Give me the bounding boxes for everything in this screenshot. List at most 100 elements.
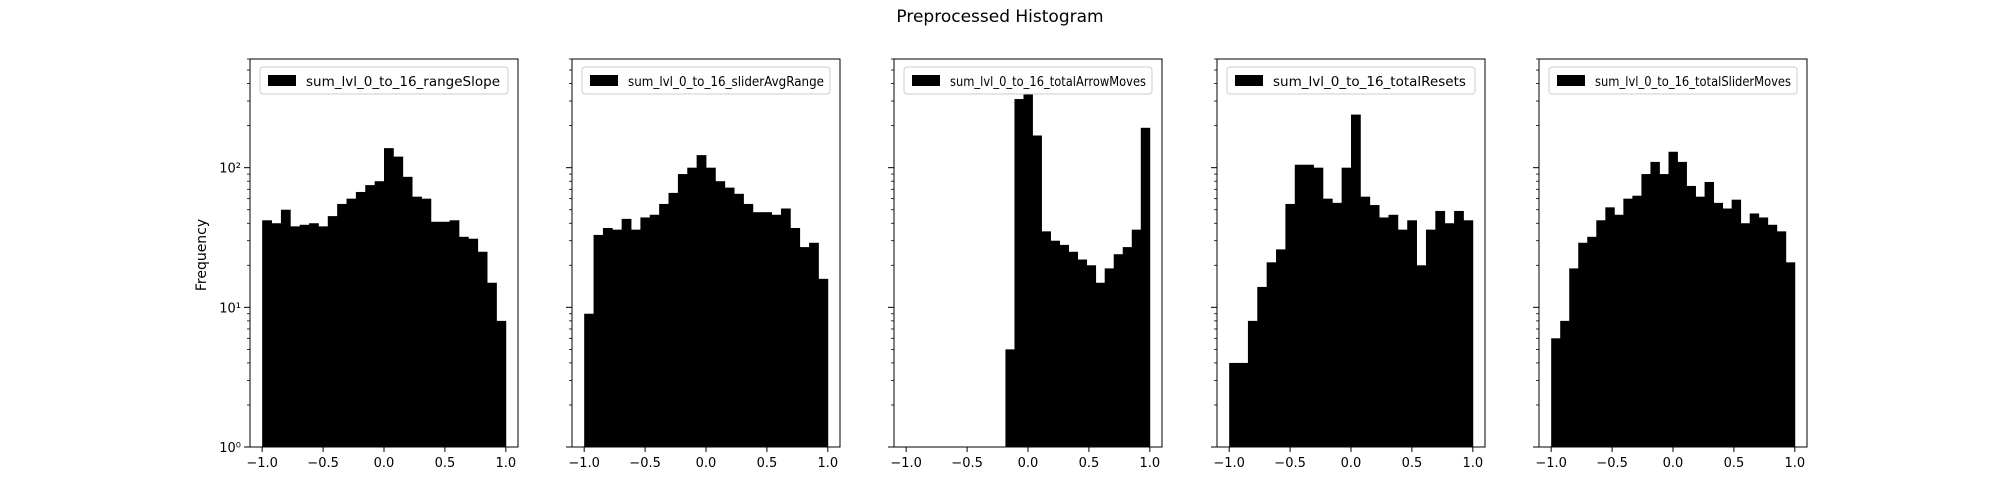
histogram-bar: [602, 227, 613, 447]
histogram-bar: [762, 212, 772, 447]
y-tick-label: 10²: [219, 162, 241, 177]
legend-box: [259, 66, 509, 95]
legend-swatch: [590, 75, 618, 86]
histogram-bar: [421, 198, 432, 447]
histogram-panel: −1.0 −0.5 0.0 0.5 1.0 10⁰ 10¹ 10² sum_lvl_0_to_1…: [219, 58, 519, 471]
histogram-bar: [262, 220, 272, 447]
histogram-bar: [1050, 240, 1060, 447]
histogram-bar: [631, 229, 641, 447]
histogram-bar: [809, 242, 819, 447]
histogram-bar: [430, 221, 441, 447]
histogram-bar: [1641, 174, 1651, 447]
histogram-bar: [780, 208, 791, 447]
histogram-panel: −1.0 −0.5 0.0 0.5 1.0 sum_lvl_0_to_16_totalSl…: [1533, 58, 1808, 471]
histogram-bar: [449, 220, 460, 447]
histogram-bar: [1722, 208, 1733, 447]
histogram-bar: [668, 192, 679, 447]
legend-swatch: [268, 75, 296, 86]
histogram-bar: [621, 218, 632, 447]
y-tick-label: 10⁰: [219, 441, 241, 456]
histogram-bar: [1140, 127, 1151, 448]
histogram-bar: [365, 185, 376, 447]
x-tick-label: −1.0: [1213, 456, 1245, 471]
legend: sum_lvl_0_to_16_totalSliderMoves: [1548, 66, 1798, 95]
histogram-bar: [271, 223, 282, 447]
histogram-bar: [677, 174, 688, 447]
x-tick-label: −0.5: [629, 456, 661, 471]
histogram-bar: [1444, 223, 1455, 447]
x-tick-label: −0.5: [1596, 456, 1628, 471]
histogram-bar: [1294, 164, 1305, 447]
histogram-bar: [1068, 251, 1079, 447]
histogram-bar: [1435, 210, 1446, 447]
panels-container: −1.0 −0.5 0.0 0.5 1.0 10⁰ 10¹ 10² sum_lvl_0_to_1…: [219, 58, 1808, 471]
x-tick-label: −1.0: [890, 456, 922, 471]
histogram-bar: [1578, 242, 1588, 447]
histogram-bar: [487, 282, 497, 447]
histogram-bar: [1668, 151, 1678, 447]
x-tick-label: −0.5: [1274, 456, 1306, 471]
histogram-bar: [1257, 286, 1268, 447]
histogram-bar: [1551, 338, 1561, 447]
legend-label: sum_lvl_0_to_16_sliderAvgRange: [628, 74, 824, 90]
histogram-bar: [584, 313, 594, 447]
histogram-bar: [458, 236, 469, 447]
histogram-panel: −1.0 −0.5 0.0 0.5 1.0 sum_lvl_0_to_16_totalRe…: [1211, 58, 1486, 471]
histogram-bar: [318, 226, 329, 447]
histogram-bar: [1397, 229, 1408, 447]
y-axis-label: Frequency: [194, 219, 210, 291]
histogram-bar: [1360, 196, 1371, 447]
histogram-bar: [1407, 220, 1417, 447]
histogram-bar: [346, 198, 357, 447]
x-tick-label: 0.5: [1079, 456, 1100, 471]
histogram-bar: [734, 193, 744, 447]
histogram-bar: [402, 176, 413, 448]
x-tick-label: 1.0: [1462, 456, 1483, 471]
x-tick-label: 0.0: [374, 456, 395, 471]
histogram-bar: [1695, 196, 1705, 447]
histogram-bar: [290, 226, 301, 447]
legend-label: sum_lvl_0_to_16_totalSliderMoves: [1595, 74, 1791, 90]
legend-swatch: [912, 75, 940, 86]
x-tick-label: −0.5: [951, 456, 983, 471]
histogram-bar: [1776, 231, 1787, 447]
x-tick-label: 0.0: [696, 456, 717, 471]
histogram-bar: [1425, 229, 1436, 447]
x-tick-label: −0.5: [307, 456, 339, 471]
histogram-bar: [1005, 349, 1015, 447]
histogram-bar: [374, 181, 385, 447]
histogram-bar: [612, 229, 623, 447]
histogram-bar: [1077, 259, 1088, 447]
histogram-bar: [1569, 268, 1579, 447]
histogram-bar: [724, 187, 735, 448]
legend-swatch: [1557, 75, 1585, 86]
histogram-bar: [1341, 167, 1352, 447]
histogram-bar: [384, 148, 394, 447]
histogram-bar: [1304, 164, 1314, 447]
histogram-bar: [355, 191, 366, 447]
x-tick-label: −1.0: [1535, 456, 1567, 471]
histogram-bar: [1379, 217, 1389, 447]
histogram-bar: [299, 224, 310, 447]
histogram-bar: [1614, 214, 1624, 447]
histogram-bar: [1677, 161, 1687, 447]
histogram-bar: [1623, 198, 1633, 447]
legend-box: [581, 66, 831, 95]
histogram-bar: [771, 214, 782, 447]
histogram-bar: [1247, 320, 1258, 447]
histogram-bar: [1388, 214, 1399, 447]
histogram-bar: [1704, 181, 1715, 447]
histogram-bar: [1131, 229, 1142, 447]
histogram-bar: [1014, 99, 1024, 448]
histogram-bar: [1785, 262, 1796, 447]
histogram-bar: [280, 209, 291, 447]
histogram-bar: [1416, 265, 1427, 447]
x-tick-label: −1.0: [246, 456, 278, 471]
histogram-bar: [649, 214, 660, 447]
histogram-bar: [496, 320, 507, 447]
histogram-bar: [1266, 262, 1277, 447]
histogram-bar: [1032, 135, 1042, 447]
histogram-bar: [1122, 247, 1133, 447]
histogram-bar: [1749, 213, 1760, 447]
legend: sum_lvl_0_to_16_totalResets: [1226, 66, 1476, 95]
